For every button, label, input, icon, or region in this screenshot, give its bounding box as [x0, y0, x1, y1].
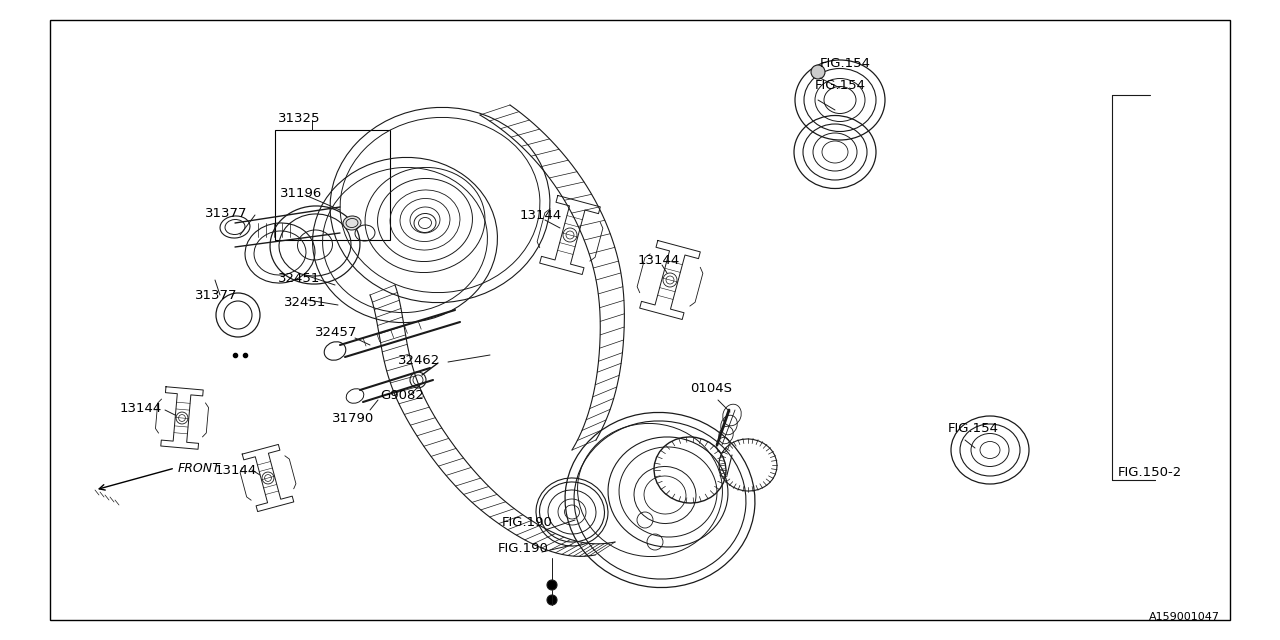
Text: 13144: 13144 [215, 463, 257, 477]
Text: 0104S: 0104S [690, 381, 732, 394]
Text: 32451: 32451 [278, 271, 320, 285]
Circle shape [547, 595, 557, 605]
Ellipse shape [343, 216, 361, 230]
Text: 31325: 31325 [278, 111, 320, 125]
Text: 32451: 32451 [284, 296, 326, 308]
Text: G9082: G9082 [380, 388, 424, 401]
Text: FIG.154: FIG.154 [948, 422, 998, 435]
Text: 31790: 31790 [332, 412, 374, 424]
Text: A159001047: A159001047 [1149, 612, 1220, 622]
Text: 31196: 31196 [280, 186, 323, 200]
Circle shape [547, 580, 557, 590]
Text: 31377: 31377 [205, 207, 247, 220]
Text: FIG.154: FIG.154 [820, 56, 870, 70]
Text: FIG.154: FIG.154 [815, 79, 867, 92]
Text: 13144: 13144 [120, 401, 163, 415]
Text: 13144: 13144 [637, 253, 680, 266]
Text: 32462: 32462 [398, 353, 440, 367]
Text: FRONT: FRONT [178, 461, 220, 474]
Text: FIG.190: FIG.190 [502, 516, 553, 529]
Text: 13144: 13144 [520, 209, 562, 221]
Text: 31377: 31377 [195, 289, 238, 301]
Text: 32457: 32457 [315, 326, 357, 339]
Text: FIG.190: FIG.190 [498, 541, 549, 554]
Circle shape [812, 65, 826, 79]
Text: FIG.150-2: FIG.150-2 [1117, 465, 1183, 479]
Bar [275, 130, 390, 240]
